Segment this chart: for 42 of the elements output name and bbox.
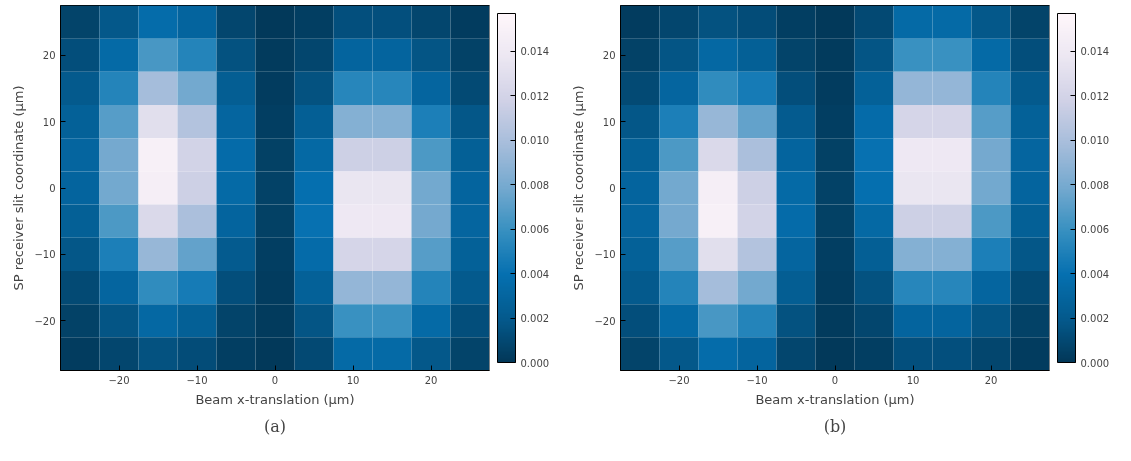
y-tick-label: 0 [49, 183, 56, 194]
x-tick-label: 10 [906, 374, 920, 386]
color-bar-label: 0.002 [1080, 313, 1110, 325]
y-tick-label: 10 [42, 116, 56, 128]
color-bar-label: 0.014 [520, 46, 550, 58]
text: (a) [263, 416, 287, 436]
x-tick-label: 0 [271, 374, 279, 386]
y-tick-label: −10 [34, 249, 56, 261]
color-bar-label: 0.004 [1080, 268, 1110, 280]
color-bar-label: 0.004 [520, 268, 550, 280]
color-bar-label: 0.010 [1080, 135, 1110, 147]
color-bar-label: 0.010 [520, 135, 550, 147]
x-axis-title: Beam x-translation (μm) [755, 391, 915, 407]
y-tick-label: 20 [602, 50, 616, 62]
color-bar-label: 0.014 [1080, 46, 1110, 58]
x-tick-label: 20 [984, 374, 998, 386]
color-bar-label: 0.002 [520, 313, 550, 325]
y-tick-label: −20 [34, 315, 56, 327]
text: (b) [823, 416, 847, 436]
y-tick-label: 0 [609, 183, 616, 194]
x-tick-label: −20 [668, 374, 690, 386]
y-axis-title: SP receiver slit coordinate (μm) [571, 85, 587, 291]
color-bar-label: 0.012 [520, 90, 550, 102]
y-tick-label: 10 [602, 116, 616, 128]
y-tick-label: 20 [42, 50, 56, 62]
x-tick-label: −20 [108, 374, 130, 386]
color-bar-label: 0.012 [1080, 90, 1110, 102]
color-bar-label: 0.006 [1080, 224, 1110, 236]
x-tick-label: 20 [424, 374, 438, 386]
color-bar-label: 0.006 [520, 224, 550, 236]
x-tick-label: −10 [746, 374, 768, 386]
y-axis-title: SP receiver slit coordinate (μm) [11, 85, 27, 291]
x-tick-label: 0 [831, 374, 839, 386]
color-bar-label: 0.000 [520, 357, 550, 369]
y-tick-label: −10 [594, 249, 616, 261]
x-tick-label: −10 [186, 374, 208, 386]
color-bar-label: 0.000 [1080, 357, 1110, 369]
color-bar-label: 0.008 [520, 179, 550, 191]
y-tick-label: −20 [594, 315, 616, 327]
color-bar-label: 0.008 [1080, 179, 1110, 191]
x-axis-title: Beam x-translation (μm) [195, 391, 355, 407]
x-tick-label: 10 [346, 374, 360, 386]
